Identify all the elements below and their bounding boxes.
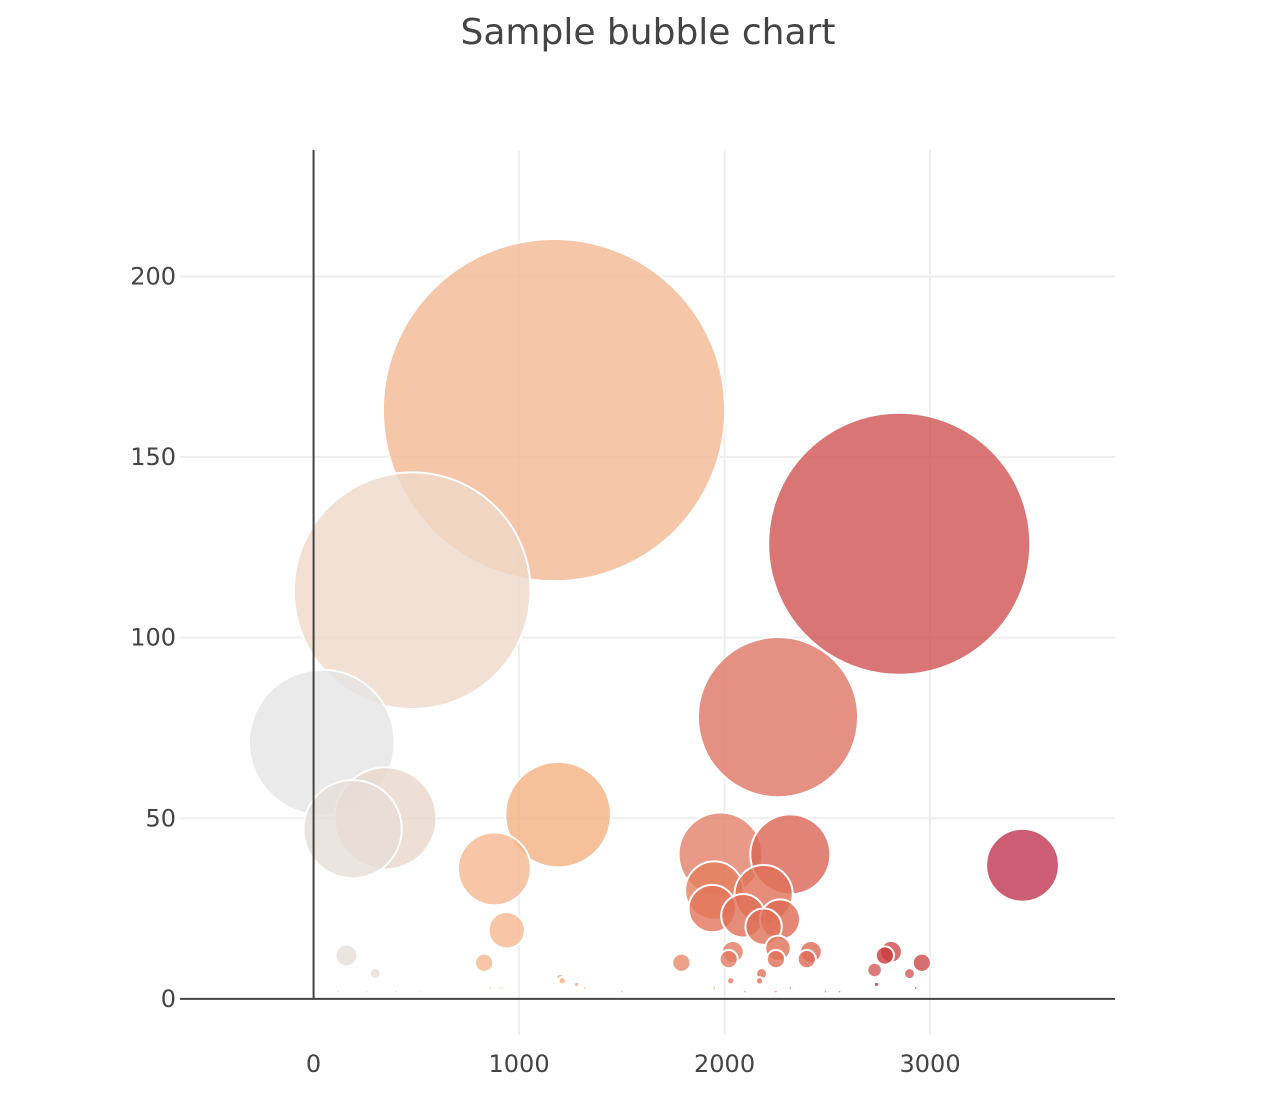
bubble-point <box>787 985 794 991</box>
bubble-point <box>773 988 779 995</box>
bubble-point <box>504 760 612 869</box>
bubble-point <box>872 980 881 989</box>
bubble-point <box>572 980 581 989</box>
y-tick-label: 0 <box>161 985 176 1013</box>
x-tick-label: 2000 <box>694 1050 755 1078</box>
bubble-point <box>822 988 829 995</box>
bubbles <box>247 238 1060 995</box>
bubble-point <box>874 945 895 966</box>
bubble-point <box>765 949 787 970</box>
y-tick-label: 50 <box>145 804 176 832</box>
bubble-point <box>754 976 765 986</box>
bubble-point <box>836 988 843 995</box>
axes <box>180 150 1115 1000</box>
chart-title: Sample bubble chart <box>461 12 836 53</box>
bubble-point <box>866 961 883 979</box>
bubble-point <box>912 985 919 991</box>
y-tick-label: 100 <box>130 624 176 652</box>
bubble-point <box>911 952 932 973</box>
bubble-point <box>726 976 736 986</box>
x-tick-label: 3000 <box>900 1050 961 1078</box>
bubble-point <box>474 952 495 973</box>
x-tick-label: 1000 <box>489 1050 550 1078</box>
bubble-point <box>368 967 382 981</box>
x-tick-label: 0 <box>306 1050 321 1078</box>
bubble-point <box>487 911 526 950</box>
bubble-point <box>335 988 342 995</box>
bubble-point <box>671 952 692 973</box>
bubble-point <box>334 943 359 968</box>
bubble-point <box>557 976 567 986</box>
bubble-point <box>364 988 370 995</box>
bubble-point <box>582 985 588 991</box>
bubble-point <box>302 778 403 880</box>
bubble-point <box>903 967 916 981</box>
bubble-point <box>742 988 748 995</box>
bubble-point <box>487 985 494 991</box>
bubble-point <box>696 636 860 799</box>
bubble-point <box>417 988 424 995</box>
bubble-point <box>985 827 1060 903</box>
bubble-point <box>618 988 625 995</box>
bubble-point <box>767 411 1032 676</box>
bubble-point <box>392 988 399 995</box>
bubble-point <box>292 471 532 710</box>
tick-labels: 0 1000 2000 3000 0 50 100 150 200 <box>130 262 960 1078</box>
bubble-point <box>796 949 817 970</box>
y-tick-label: 200 <box>130 262 176 290</box>
bubble-point <box>718 949 739 970</box>
y-tick-label: 150 <box>130 443 176 471</box>
bubble-point <box>497 985 504 991</box>
bubble-point <box>711 985 718 991</box>
bubble-point <box>457 831 532 907</box>
